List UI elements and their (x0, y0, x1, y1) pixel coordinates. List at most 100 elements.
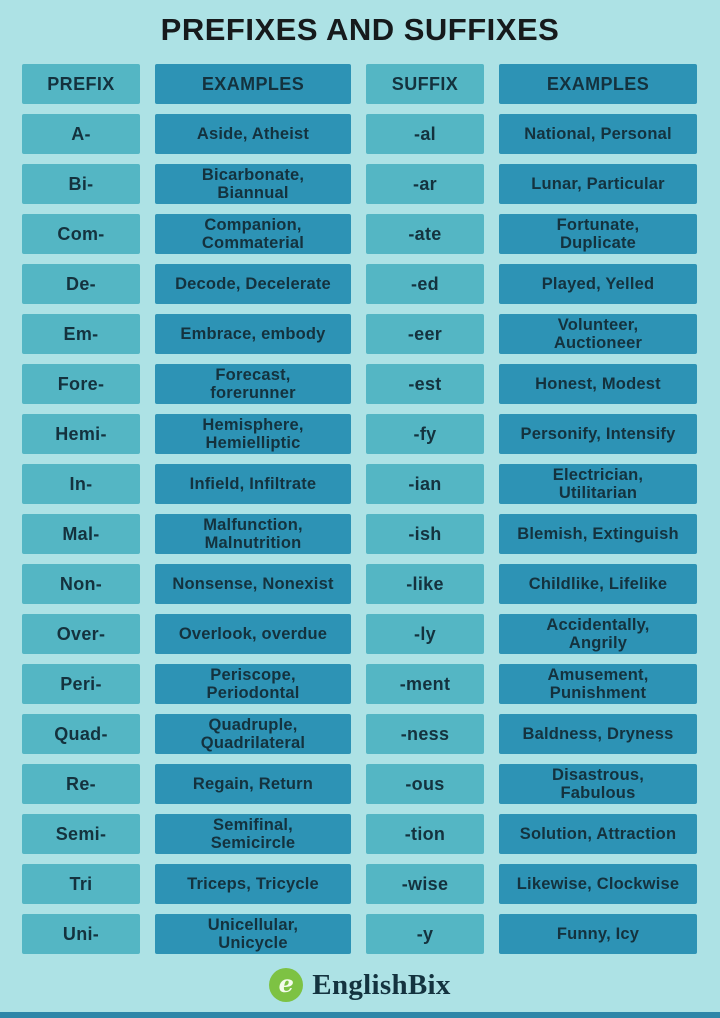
prefix-examples-cell: Unicellular, Unicycle (155, 914, 351, 954)
prefix-examples-cell: Nonsense, Nonexist (155, 564, 351, 604)
brand-footer: e EnglishBix (0, 968, 720, 1002)
prefix-cell-text: A- (71, 123, 91, 144)
prefix-cell: Bi- (22, 164, 140, 204)
suffix-examples-cell-text: Likewise, Clockwise (516, 874, 680, 893)
suffix-examples-cell: Accidentally, Angrily (499, 614, 697, 654)
suffix-examples-cell: National, Personal (499, 114, 697, 154)
prefix-cell: Quad- (22, 714, 140, 754)
suffix-cell-text: -fy (413, 423, 437, 444)
suffix-cell-text: -tion (404, 823, 446, 844)
suffix-cell-text: -eer (407, 323, 443, 344)
suffix-cell: -fy (366, 414, 484, 454)
prefix-examples-cell: Embrace, embody (155, 314, 351, 354)
suffix-cell: -ish (366, 514, 484, 554)
prefix-cell-text: Uni- (62, 923, 100, 944)
prefix-examples-cell-text: Hemisphere, Hemielliptic (202, 415, 304, 452)
prefix-cell-text: Tri (69, 873, 93, 894)
englishbix-logo-icon: e (269, 968, 304, 1002)
suffix-examples-cell: Childlike, Lifelike (499, 564, 697, 604)
prefix-examples-cell-text: Infield, Infiltrate (189, 474, 317, 493)
prefix-examples-cell: Quadruple, Quadrilateral (155, 714, 351, 754)
suffix-cell: -tion (366, 814, 484, 854)
suffix-cell: -ed (366, 264, 484, 304)
prefix-examples-cell: Bicarbonate, Biannual (155, 164, 351, 204)
prefix-examples-cell-text: Bicarbonate, Biannual (201, 165, 305, 202)
prefix-examples-cell: Triceps, Tricycle (155, 864, 351, 904)
column-header: SUFFIX (366, 64, 484, 104)
suffix-examples-cell-text: Fortunate, Duplicate (556, 215, 640, 252)
suffix-examples-cell-text: Amusement, Punishment (547, 665, 649, 702)
suffix-examples-cell: Personify, Intensify (499, 414, 697, 454)
suffix-cell: -ness (366, 714, 484, 754)
suffix-cell: -ar (366, 164, 484, 204)
suffix-examples-cell-text: Childlike, Lifelike (528, 574, 668, 593)
suffix-cell: -ian (366, 464, 484, 504)
prefix-cell: Re- (22, 764, 140, 804)
prefix-cell-text: Bi- (68, 173, 94, 194)
suffix-examples-cell-text: Blemish, Extinguish (517, 524, 679, 543)
suffix-examples-cell: Solution, Attraction (499, 814, 697, 854)
prefix-examples-cell: Malfunction, Malnutrition (155, 514, 351, 554)
suffix-cell-text: -ish (408, 523, 442, 544)
prefix-cell: De- (22, 264, 140, 304)
suffix-examples-cell-text: Lunar, Particular (531, 174, 665, 193)
suffix-examples-cell: Amusement, Punishment (499, 664, 697, 704)
prefix-examples-cell-text: Quadruple, Quadrilateral (200, 715, 306, 752)
suffix-examples-cell: Volunteer, Auctioneer (499, 314, 697, 354)
suffix-cell-text: -est (408, 373, 442, 394)
prefix-examples-cell: Forecast, forerunner (155, 364, 351, 404)
suffix-cell-text: -ment (399, 673, 451, 694)
prefix-examples-cell: Overlook, overdue (155, 614, 351, 654)
prefix-suffix-table: PREFIX EXAMPLES SUFFIX EXAMPLES A- Aside, Ath… (22, 64, 697, 954)
suffix-examples-cell-text: Personify, Intensify (520, 424, 676, 443)
prefix-examples-cell-text: Semifinal, Semicircle (210, 815, 296, 852)
suffix-cell: -wise (366, 864, 484, 904)
suffix-cell-text: -ate (408, 223, 442, 244)
prefix-examples-cell: Hemisphere, Hemielliptic (155, 414, 351, 454)
prefix-examples-cell-text: Forecast, forerunner (210, 365, 296, 402)
suffix-cell-text: -ian (408, 473, 442, 494)
suffix-examples-cell: Played, Yelled (499, 264, 697, 304)
bottom-accent-bar (0, 1012, 720, 1018)
suffix-examples-cell-text: Volunteer, Auctioneer (553, 315, 643, 352)
prefix-examples-cell: Infield, Infiltrate (155, 464, 351, 504)
column-header-text: PREFIX (47, 73, 115, 94)
prefix-cell: Fore- (22, 364, 140, 404)
suffix-examples-cell-text: Honest, Modest (535, 374, 661, 393)
suffix-cell-text: -wise (401, 873, 449, 894)
suffix-examples-cell-text: Accidentally, Angrily (546, 615, 650, 652)
suffix-cell-text: -ed (411, 273, 439, 294)
prefix-cell-text: Com- (57, 223, 105, 244)
suffix-examples-cell: Honest, Modest (499, 364, 697, 404)
suffix-cell: -est (366, 364, 484, 404)
suffix-examples-cell: Baldness, Dryness (499, 714, 697, 754)
prefix-cell-text: Non- (59, 573, 103, 594)
suffix-examples-cell-text: Electrician, Utilitarian (552, 465, 644, 502)
prefix-examples-cell-text: Unicellular, Unicycle (207, 915, 299, 952)
suffix-cell: -al (366, 114, 484, 154)
suffix-examples-cell: Likewise, Clockwise (499, 864, 697, 904)
column-header-text: EXAMPLES (201, 73, 305, 94)
suffix-examples-cell: Fortunate, Duplicate (499, 214, 697, 254)
prefix-cell: Peri- (22, 664, 140, 704)
prefix-cell-text: De- (66, 273, 96, 294)
page-title: PREFIXES AND SUFFIXES (160, 12, 560, 47)
suffix-examples-cell-text: Solution, Attraction (519, 824, 677, 843)
prefix-examples-cell: Regain, Return (155, 764, 351, 804)
suffix-examples-cell: Electrician, Utilitarian (499, 464, 697, 504)
suffix-examples-cell-text: Baldness, Dryness (522, 724, 674, 743)
prefix-examples-cell: Aside, Atheist (155, 114, 351, 154)
suffix-cell-text: -ly (414, 623, 436, 644)
prefix-examples-cell-text: Overlook, overdue (178, 624, 328, 643)
suffix-examples-cell: Blemish, Extinguish (499, 514, 697, 554)
suffix-cell-text: -ous (405, 773, 445, 794)
suffix-cell: -like (366, 564, 484, 604)
prefix-cell: Over- (22, 614, 140, 654)
suffix-cell: -ly (366, 614, 484, 654)
prefix-examples-cell-text: Triceps, Tricycle (187, 874, 319, 893)
prefix-examples-cell-text: Embrace, embody (180, 324, 326, 343)
prefix-cell-text: Mal- (62, 523, 100, 544)
prefix-examples-cell: Companion, Commaterial (155, 214, 351, 254)
prefix-cell: Mal- (22, 514, 140, 554)
suffix-examples-cell-text: Played, Yelled (541, 274, 655, 293)
